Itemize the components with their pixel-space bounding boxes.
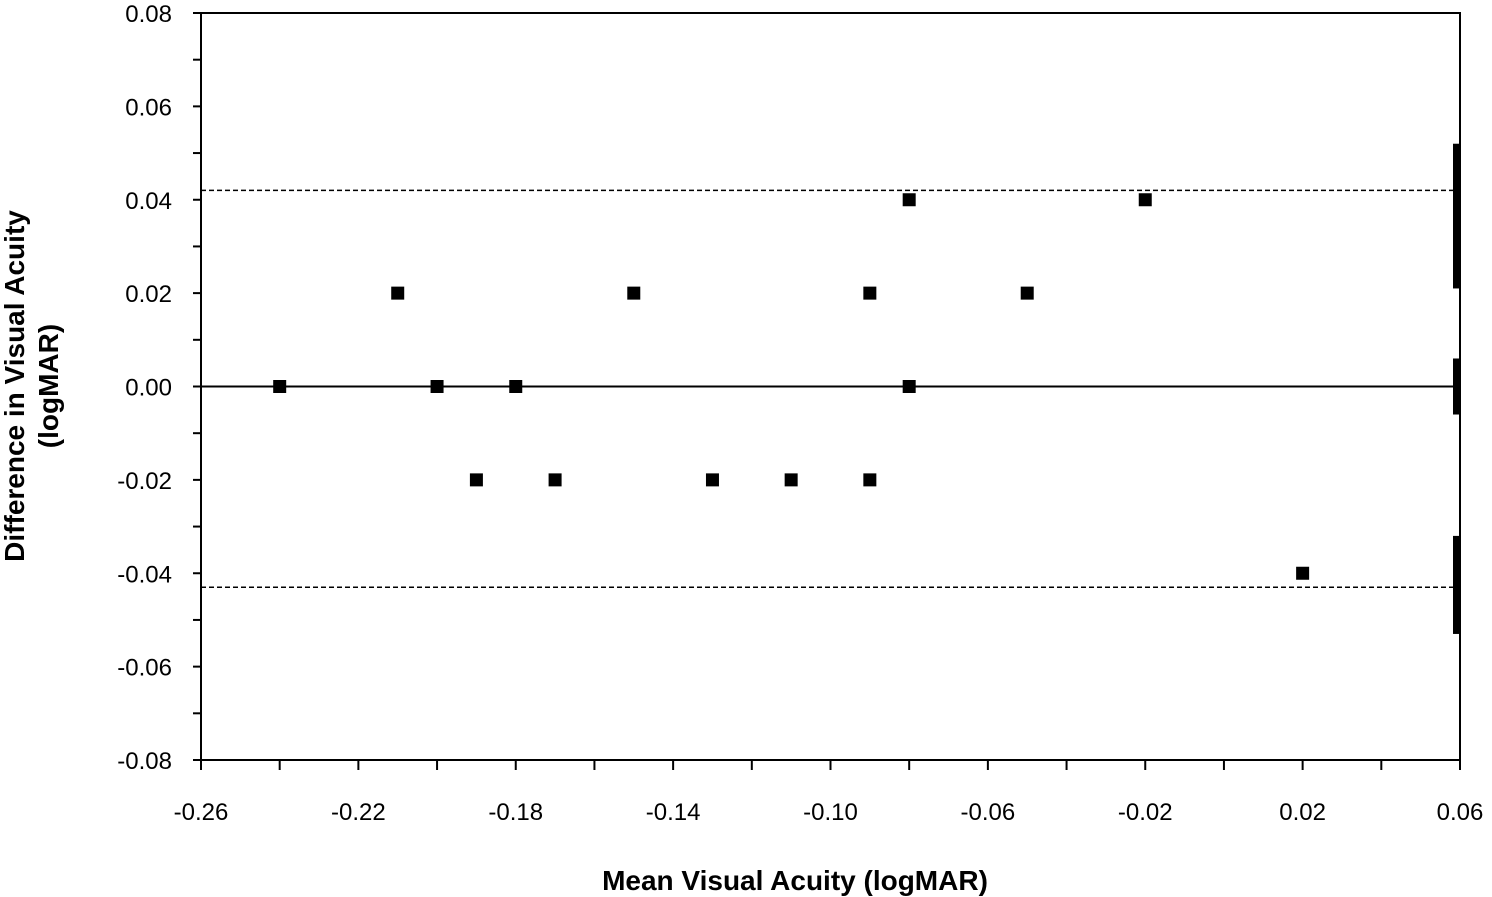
- x-tick-label: -0.10: [803, 799, 858, 826]
- plot-area-frame: [200, 12, 1461, 761]
- y-tick-label: 0.08: [125, 1, 172, 28]
- x-tick-label: 0.02: [1279, 799, 1326, 826]
- data-point: [705, 473, 719, 487]
- x-axis-ticks: [200, 760, 1461, 770]
- reference-lines: [201, 189, 1460, 589]
- y-tick-labels: 0.08 0.06 0.04 0.02 0.00 -0.02 -0.04 -0.06 -0.08: [117, 1, 172, 775]
- y-tick-label: 0.04: [125, 188, 172, 215]
- y-tick-label: -0.06: [117, 655, 172, 682]
- data-point: [863, 473, 877, 487]
- data-point: [469, 473, 483, 487]
- y-tick-label: -0.02: [117, 468, 172, 495]
- y-tick-label: 0.00: [125, 375, 172, 402]
- y-tick-label: -0.04: [117, 561, 172, 588]
- x-tick-labels: -0.26 -0.22 -0.18 -0.14 -0.10 -0.06 -0.02 0.02 0…: [174, 799, 1484, 826]
- data-point: [1296, 566, 1310, 580]
- y-axis-title-line-1: Difference in Visual Acuity: [0, 210, 30, 562]
- data-point: [430, 380, 444, 393]
- data-point: [902, 193, 916, 207]
- right-edge-bar: [1453, 143, 1460, 289]
- y-tick-label: 0.02: [125, 281, 172, 308]
- x-tick-label: 0.06: [1437, 799, 1484, 826]
- y-axis-ticks: [193, 12, 201, 761]
- data-point: [273, 380, 287, 393]
- x-axis-title: Mean Visual Acuity (logMAR): [602, 865, 988, 896]
- data-point: [1138, 193, 1152, 207]
- right-edge-bar: [1453, 535, 1460, 634]
- y-axis-title-line-2: (logMAR): [33, 324, 64, 448]
- x-tick-label: -0.02: [1118, 799, 1173, 826]
- x-tick-label: -0.22: [331, 799, 386, 826]
- data-point: [1020, 286, 1034, 300]
- x-tick-label: -0.18: [488, 799, 543, 826]
- right-edge-bar: [1453, 358, 1460, 415]
- y-tick-label: 0.06: [125, 94, 172, 121]
- data-point: [784, 473, 798, 487]
- right-edge-bars: [1453, 143, 1460, 634]
- y-tick-label: -0.08: [117, 748, 172, 775]
- x-tick-label: -0.14: [646, 799, 701, 826]
- data-point: [391, 286, 405, 300]
- data-point: [548, 473, 562, 487]
- x-tick-label: -0.26: [174, 799, 229, 826]
- data-point: [902, 380, 916, 393]
- data-point: [627, 286, 641, 300]
- data-point: [863, 286, 877, 300]
- data-point: [509, 380, 523, 393]
- x-tick-label: -0.06: [961, 799, 1016, 826]
- data-points: [273, 193, 1310, 580]
